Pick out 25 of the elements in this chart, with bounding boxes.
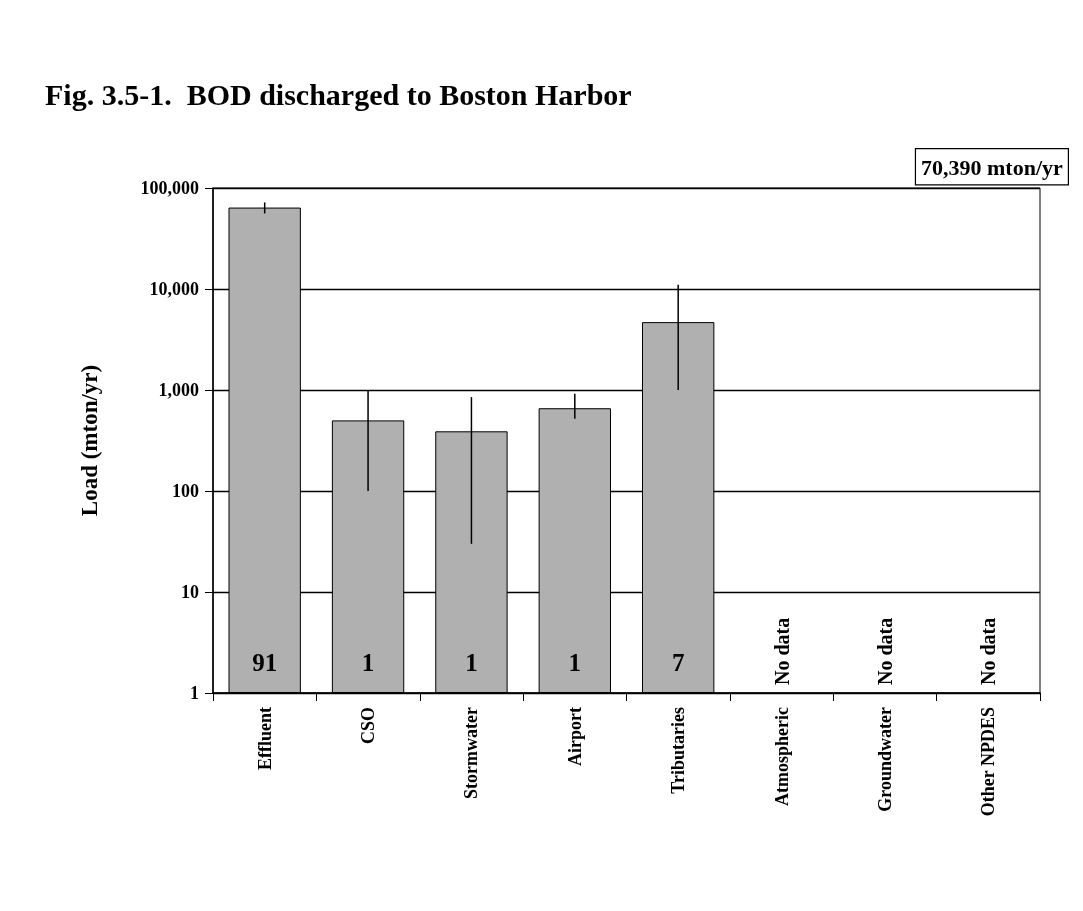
x-tick-label: Other NPDES xyxy=(978,707,999,817)
annotation: 1 xyxy=(568,649,582,676)
text: No data xyxy=(977,617,1000,685)
annotation: 1 xyxy=(361,649,375,676)
x-tick-label: Groundwater xyxy=(874,706,895,812)
y-tick-label: 100 xyxy=(172,481,199,501)
annotation: 1 xyxy=(465,649,478,676)
y-tick-label: 100,000 xyxy=(140,178,199,198)
text: No data xyxy=(873,617,896,685)
x-tick-label: Effluent xyxy=(254,706,275,770)
text: No data xyxy=(770,617,793,685)
annotation: 91 xyxy=(252,649,278,676)
x-tick-label: Stormwater xyxy=(461,707,482,799)
y-axis-title: Load (mton/yr) xyxy=(77,364,102,517)
x-tick-label: Airport xyxy=(564,707,585,766)
x-tick-label: Atmospheric xyxy=(771,706,792,806)
annotation: 7 xyxy=(671,649,685,676)
x-tick-label: CSO xyxy=(358,707,379,745)
y-tick-label: 1,000 xyxy=(158,380,199,400)
text: 70,390 mton/yr xyxy=(921,154,1064,180)
y-tick-label: 10,000 xyxy=(149,279,199,299)
x-tick-label: Tributaries xyxy=(668,707,689,794)
y-tick-label: 10 xyxy=(181,582,199,602)
y-tick-label: 1 xyxy=(190,683,199,703)
chart-title: Fig. 3.5-1. BOD discharged to Boston Harbor xyxy=(45,77,632,111)
